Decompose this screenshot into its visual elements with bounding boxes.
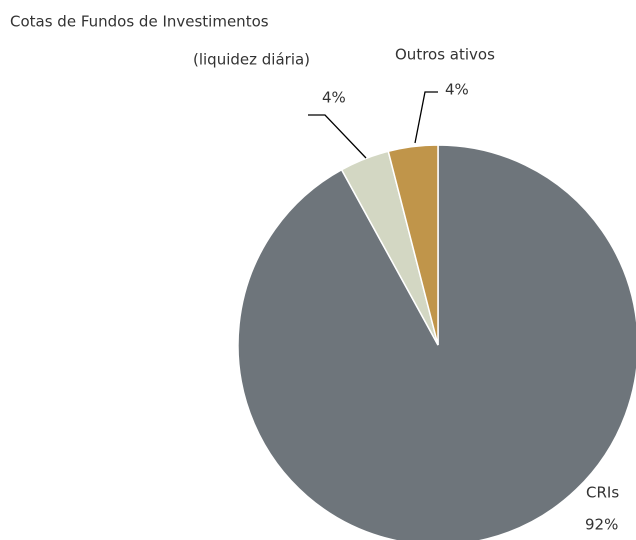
- value-label: 4%: [322, 89, 346, 107]
- pie-slice: [387, 144, 439, 346]
- value-label: 92%: [585, 516, 618, 534]
- slice-label: Outros ativos: [395, 46, 495, 64]
- leader-line: [414, 91, 438, 144]
- slice-label: (liquidez diária): [193, 51, 310, 69]
- pie-slice: [237, 144, 636, 540]
- slice-label: Cotas de Fundos de Investimentos: [10, 13, 269, 31]
- slice-label: CRIs: [586, 484, 619, 502]
- leader-line: [308, 114, 367, 159]
- value-label: 4%: [445, 81, 469, 99]
